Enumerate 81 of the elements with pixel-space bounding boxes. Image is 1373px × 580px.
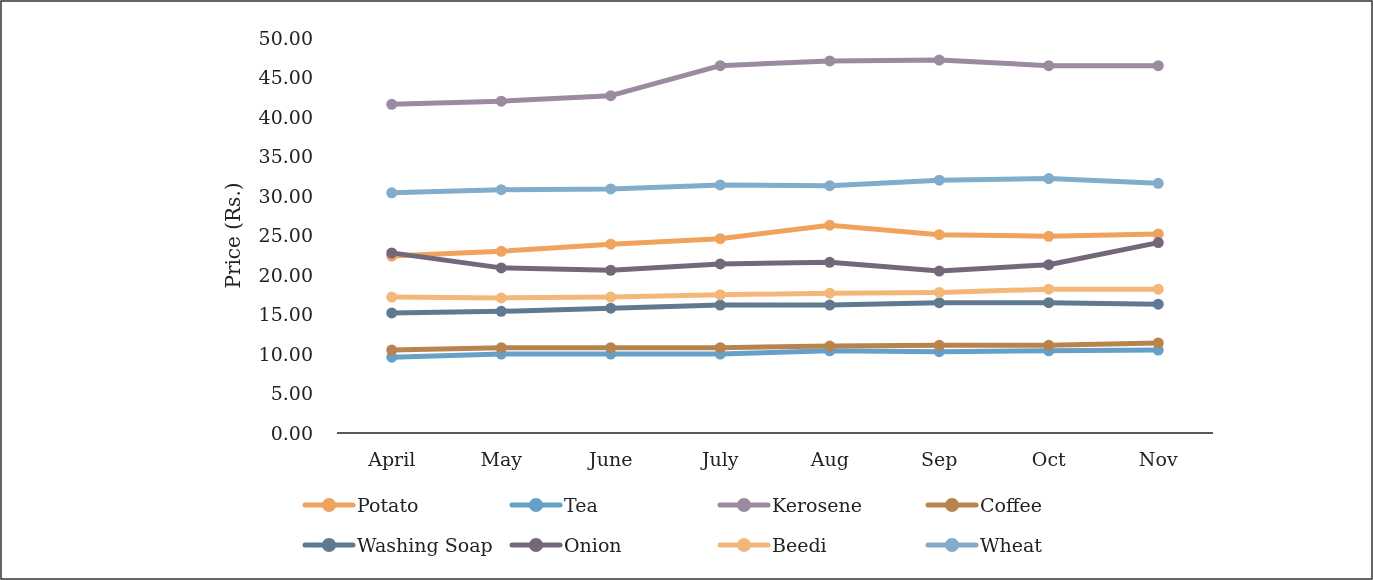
point <box>605 291 617 303</box>
legend-label: Onion <box>564 533 622 556</box>
y-tick-label: 25.00 <box>258 224 313 247</box>
point <box>605 264 617 276</box>
point <box>824 180 836 192</box>
point <box>605 342 617 354</box>
point <box>933 286 945 298</box>
point <box>824 299 836 311</box>
point <box>714 342 726 354</box>
point <box>495 245 507 257</box>
x-tick-label: Oct <box>1031 448 1067 470</box>
point <box>933 265 945 277</box>
point <box>933 229 945 241</box>
point <box>1043 259 1055 271</box>
point <box>714 60 726 72</box>
y-tick-label: 40.00 <box>258 105 313 128</box>
point <box>605 183 617 195</box>
point <box>605 90 617 102</box>
y-tick-label: 20.00 <box>258 263 313 286</box>
point <box>1152 237 1164 249</box>
y-tick-label: 15.00 <box>258 303 313 326</box>
point <box>1152 298 1164 310</box>
point <box>495 95 507 107</box>
y-tick-label: 35.00 <box>258 145 313 168</box>
x-tick-label: Nov <box>1138 448 1178 470</box>
point <box>386 187 398 199</box>
x-tick-label: July <box>699 448 739 470</box>
y-tick-label: 30.00 <box>258 184 313 207</box>
point <box>1043 297 1055 309</box>
point <box>1152 177 1164 189</box>
point <box>933 54 945 66</box>
point <box>386 98 398 110</box>
point <box>933 174 945 186</box>
point <box>605 302 617 314</box>
point <box>1043 173 1055 185</box>
x-tick-label: June <box>587 448 633 470</box>
y-tick-label: 0.00 <box>270 421 313 444</box>
y-tick-label: 50.00 <box>258 26 313 49</box>
point <box>714 289 726 301</box>
x-tick-label: May <box>480 448 523 470</box>
point <box>495 262 507 274</box>
y-tick-label: 5.00 <box>270 382 313 405</box>
point <box>714 179 726 191</box>
point <box>824 219 836 231</box>
point <box>824 287 836 299</box>
legend-label: Washing Soap <box>357 533 493 556</box>
point <box>824 340 836 352</box>
legend-label: Wheat <box>980 533 1043 556</box>
point <box>1152 337 1164 349</box>
point <box>386 291 398 303</box>
point <box>1043 60 1055 72</box>
point <box>495 184 507 196</box>
x-tick-label: April <box>367 448 416 470</box>
point <box>824 55 836 67</box>
legend-label: Beedi <box>772 533 827 556</box>
x-tick-label: Sep <box>921 448 958 470</box>
point <box>824 256 836 268</box>
legend-label: Tea <box>564 493 598 516</box>
point <box>495 305 507 317</box>
legend-label: Potato <box>357 493 419 516</box>
point <box>933 297 945 309</box>
y-tick-label: 45.00 <box>258 66 313 89</box>
point <box>714 299 726 311</box>
point <box>1043 283 1055 295</box>
point <box>714 258 726 270</box>
point <box>1152 60 1164 72</box>
y-axis-title: Price (Rs.) <box>221 182 245 289</box>
point <box>1043 339 1055 351</box>
point <box>1152 283 1164 295</box>
point <box>495 342 507 354</box>
y-tick-label: 10.00 <box>258 342 313 365</box>
point <box>386 307 398 319</box>
point <box>714 233 726 245</box>
point <box>386 344 398 356</box>
point <box>1043 230 1055 242</box>
legend-label: Coffee <box>980 493 1042 516</box>
point <box>495 292 507 304</box>
point <box>605 238 617 250</box>
x-tick-label: Aug <box>809 448 849 470</box>
legend-label: Kerosene <box>772 493 862 516</box>
point <box>933 339 945 351</box>
